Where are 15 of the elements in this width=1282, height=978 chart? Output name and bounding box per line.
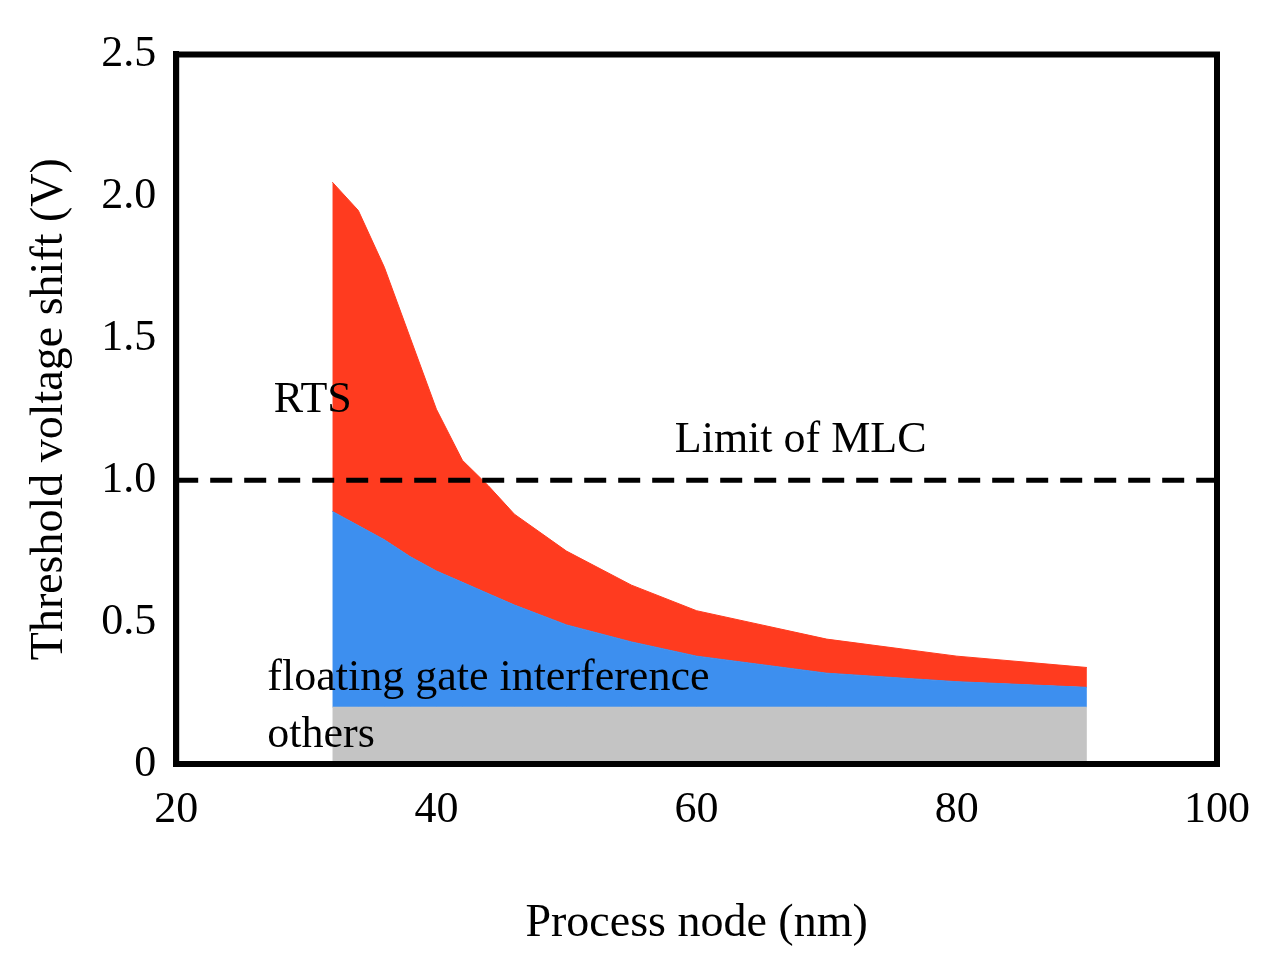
- y-tick-label: 2.0: [101, 168, 157, 218]
- x-tick-label: 80: [934, 782, 979, 832]
- y-tick-label: 0.5: [101, 594, 157, 644]
- y-axis-title: Threshold voltage shift (V): [20, 158, 72, 661]
- x-axis-title: Process node (nm): [525, 895, 868, 947]
- series-label: others: [267, 708, 375, 758]
- y-tick-label: 1.0: [101, 452, 157, 502]
- x-tick-label: 40: [414, 782, 459, 832]
- ref-line-label: Limit of MLC: [674, 412, 927, 462]
- y-tick-label: 2.5: [101, 26, 157, 76]
- x-tick-label: 100: [1184, 782, 1250, 832]
- x-tick-label: 20: [154, 782, 199, 832]
- y-tick-label: 1.5: [101, 310, 157, 360]
- x-tick-label: 60: [674, 782, 719, 832]
- y-tick-label: 0: [134, 736, 157, 786]
